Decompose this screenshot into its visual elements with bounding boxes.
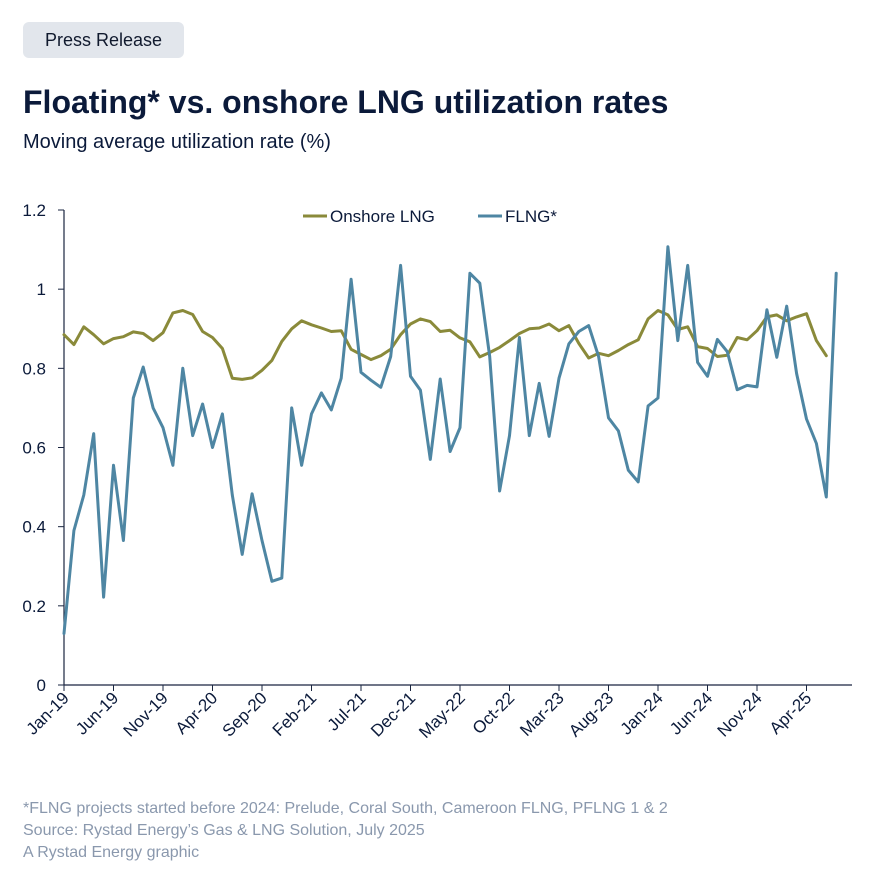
- footnote: *FLNG projects started before 2024: Prel…: [23, 800, 668, 817]
- y-tick-label: 0.8: [22, 359, 46, 378]
- chart-title: Floating* vs. onshore LNG utilization ra…: [23, 84, 669, 120]
- x-tick-label: Jun-24: [666, 688, 716, 738]
- press-release-badge: Press Release: [23, 22, 184, 58]
- y-tick-label: 0: [37, 676, 46, 695]
- y-tick-label: 1.2: [22, 201, 46, 220]
- x-tick-label: Jan-24: [617, 688, 667, 738]
- x-tick-label: Oct-22: [469, 688, 519, 738]
- credit-note: A Rystad Energy graphic: [23, 844, 200, 861]
- x-tick-label: Mar-23: [516, 688, 568, 740]
- x-tick-label: Jan-19: [23, 688, 73, 738]
- x-tick-label: Jun-19: [72, 688, 122, 738]
- series-line-onshore-lng: [62, 309, 828, 381]
- x-tick-label: Apr-25: [766, 688, 816, 738]
- legend-label-flng: FLNG*: [505, 207, 557, 226]
- y-tick-label: 0.6: [22, 439, 46, 458]
- source-note: Source: Rystad Energy’s Gas & LNG Soluti…: [23, 822, 425, 839]
- legend-label-onshore-lng: Onshore LNG: [330, 207, 435, 226]
- y-tick-label: 0.4: [22, 518, 46, 537]
- chart-lines: [62, 245, 838, 635]
- y-tick-label: 0.2: [22, 597, 46, 616]
- x-tick-label: Sep-20: [219, 688, 271, 740]
- x-tick-label: Nov-19: [120, 688, 172, 740]
- chart-legend: Onshore LNG FLNG*: [303, 207, 557, 226]
- x-tick-label: Aug-23: [565, 688, 617, 740]
- x-tick-label: Dec-21: [367, 688, 419, 740]
- chart-subtitle: Moving average utilization rate (%): [23, 131, 331, 153]
- x-tick-label: Apr-20: [172, 688, 222, 738]
- y-tick-label: 1: [37, 280, 46, 299]
- x-tick-label: May-22: [415, 688, 469, 742]
- x-tick-label: Nov-24: [714, 688, 766, 740]
- x-tick-label: Feb-21: [269, 688, 321, 740]
- x-tick-label: Jul-21: [324, 688, 370, 734]
- series-line-flng: [62, 245, 838, 635]
